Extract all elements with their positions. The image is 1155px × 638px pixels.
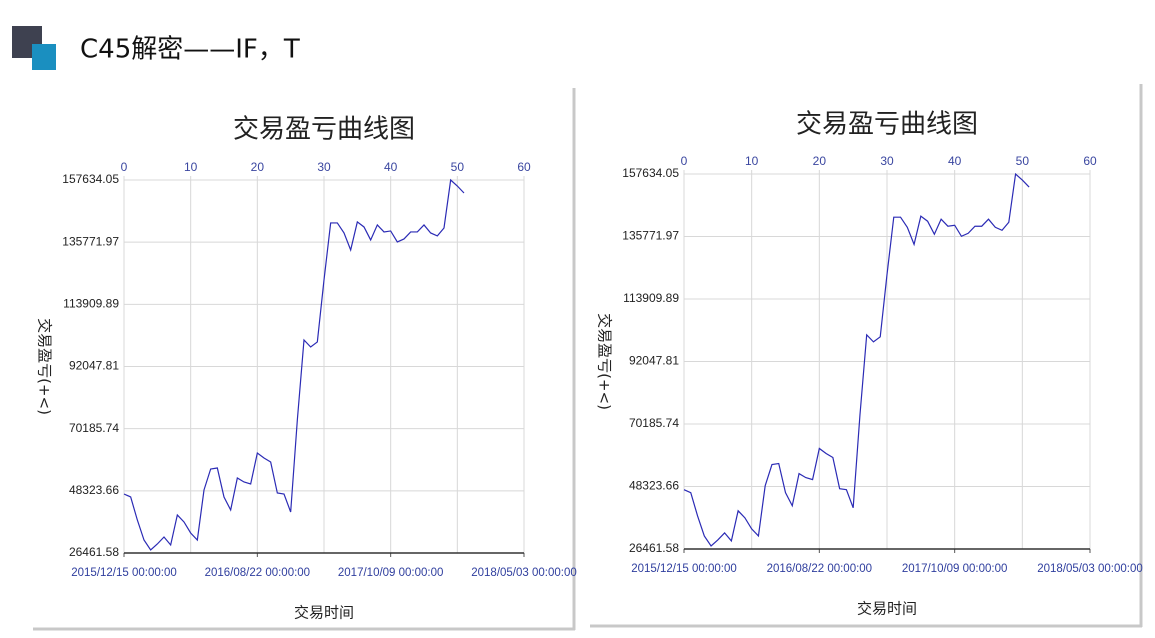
y-tick-label: 70185.74 <box>69 421 119 435</box>
y-tick-label: 157634.05 <box>62 172 119 186</box>
x-tick-label: 2015/12/15 00:00:00 <box>71 567 177 579</box>
top-tick-label: 30 <box>880 154 894 168</box>
y-tick-label: 70185.74 <box>629 416 679 430</box>
top-tick-label: 30 <box>317 160 331 174</box>
x-tick-label: 2016/08/22 00:00:00 <box>767 563 873 575</box>
y-axis-label: 交易盈亏(+<) <box>596 313 614 410</box>
y-tick-label: 92047.81 <box>69 359 119 373</box>
y-tick-label: 135771.97 <box>622 229 679 243</box>
x-tick-label: 2016/08/22 00:00:00 <box>205 567 311 579</box>
x-tick-label: 2017/10/09 00:00:00 <box>338 567 444 579</box>
y-tick-label: 135771.97 <box>62 234 119 248</box>
y-tick-label: 48323.66 <box>629 479 679 493</box>
x-axis-label: 交易时间 <box>857 600 917 618</box>
top-tick-label: 60 <box>517 160 531 174</box>
top-tick-label: 60 <box>1083 154 1097 168</box>
top-tick-label: 10 <box>184 160 198 174</box>
slide-title: C45解密——IF，T <box>80 35 300 65</box>
y-tick-label: 92047.81 <box>629 354 679 368</box>
y-axis-label: 交易盈亏(+<) <box>36 318 54 415</box>
top-tick-label: 50 <box>451 160 465 174</box>
x-tick-label: 2017/10/09 00:00:00 <box>902 563 1008 575</box>
x-tick-label: 2015/12/15 00:00:00 <box>631 563 737 575</box>
data-line <box>123 178 465 551</box>
top-tick-label: 10 <box>745 154 759 168</box>
x-axis-label: 交易时间 <box>294 604 354 622</box>
data-line <box>683 172 1030 547</box>
y-tick-label: 26461.58 <box>629 541 679 555</box>
top-tick-label: 40 <box>948 154 962 168</box>
y-tick-label: 113909.89 <box>63 297 119 311</box>
y-tick-label: 113909.89 <box>623 291 679 305</box>
chart-title: 交易盈亏曲线图 <box>233 115 415 145</box>
top-tick-label: 40 <box>384 160 398 174</box>
chart-title: 交易盈亏曲线图 <box>796 110 978 140</box>
x-tick-label: 2018/05/03 00:00:00 <box>471 567 577 579</box>
y-tick-label: 26461.58 <box>69 545 119 559</box>
title-icon <box>32 44 56 70</box>
top-tick-label: 0 <box>121 160 128 174</box>
y-tick-label: 48323.66 <box>69 483 119 497</box>
y-tick-label: 157634.05 <box>622 166 679 180</box>
x-tick-label: 2018/05/03 00:00:00 <box>1037 563 1143 575</box>
top-tick-label: 50 <box>1016 154 1030 168</box>
top-tick-label: 0 <box>681 154 688 168</box>
top-tick-label: 20 <box>251 160 265 174</box>
top-tick-label: 20 <box>813 154 827 168</box>
